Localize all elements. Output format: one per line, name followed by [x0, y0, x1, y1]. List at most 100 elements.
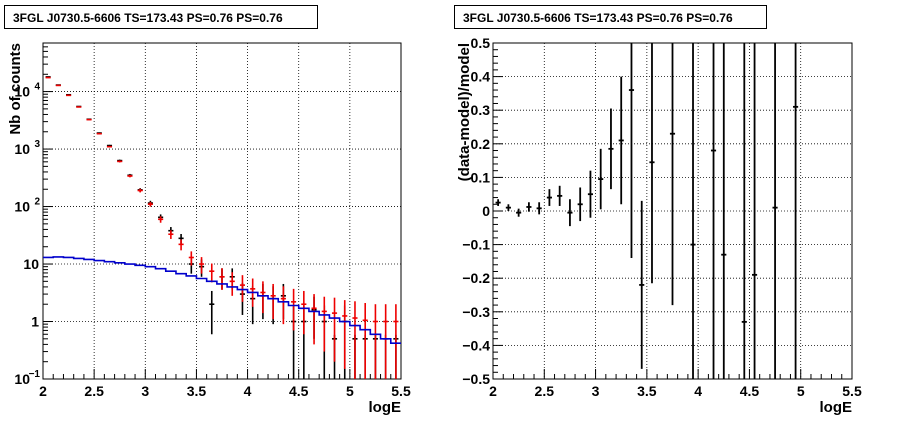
y-tick-label: 1: [31, 314, 39, 330]
model-point: [260, 281, 266, 314]
y-tick-label: 0.2: [471, 136, 491, 152]
chart-title-right: 3FGL J0730.5-6606 TS=173.43 PS=0.76 PS=0…: [454, 5, 767, 29]
model-point: [321, 296, 327, 352]
residual-point: [710, 43, 717, 379]
residual-point: [639, 200, 645, 369]
y-tick-label: −0.4: [462, 337, 490, 353]
model-point: [178, 239, 184, 251]
model-point: [209, 263, 215, 283]
model-point: [342, 300, 348, 369]
y-tick-label: 0.4: [471, 69, 491, 85]
y-tick-label: 10: [23, 256, 39, 272]
x-tick-label: 2: [489, 383, 497, 399]
model-point: [352, 301, 358, 379]
x-tick-label: 5: [346, 383, 354, 399]
residual-point: [690, 43, 696, 379]
y-tick-exponent: 2: [34, 197, 40, 208]
y-tick-label: −0.1: [462, 237, 490, 253]
model-point: [106, 145, 113, 148]
x-tick-label: 2.5: [535, 383, 555, 399]
x-tick-label: 4: [694, 383, 702, 399]
y-tick-exponent: 3: [34, 139, 40, 150]
y-tick-label: 0: [482, 203, 490, 219]
residual-point: [649, 43, 655, 284]
model-point: [383, 304, 389, 379]
x-tick-label: 5.5: [842, 383, 862, 399]
model-point: [198, 257, 205, 274]
model-point: [168, 230, 174, 239]
x-tick-label: 4: [244, 383, 252, 399]
model-point: [311, 294, 317, 345]
model-point: [188, 251, 194, 266]
x-tick-label: 3: [592, 383, 600, 399]
y-tick-label: 0.5: [471, 35, 491, 51]
data-point: [209, 290, 215, 335]
model-point: [270, 283, 276, 320]
model-point: [301, 290, 307, 335]
source-model-line: [43, 256, 401, 344]
residual-point: [793, 43, 799, 379]
residual-point: [618, 76, 624, 205]
y-tick-label: 10: [14, 199, 30, 215]
y-tick-label: 10: [14, 371, 30, 387]
x-tick-label: 5: [797, 383, 805, 399]
y-tick-label: 0.3: [471, 102, 491, 118]
y-tick-exponent: −1: [29, 369, 41, 380]
x-tick-label: 4.5: [740, 383, 760, 399]
residual-point: [741, 43, 747, 379]
y-tick-label: 10: [14, 84, 30, 100]
residual-point: [505, 204, 511, 211]
model-point: [147, 201, 153, 207]
x-tick-label: 3.5: [187, 383, 207, 399]
model-point: [219, 268, 225, 290]
model-point: [362, 302, 368, 379]
residual-point: [577, 187, 583, 222]
residual-point: [587, 170, 594, 218]
residual-point: [567, 199, 573, 227]
model-point: [158, 216, 164, 223]
residual-point: [772, 43, 778, 379]
y-tick-label: 10: [14, 141, 30, 157]
residual-point: [628, 43, 635, 259]
model-point: [372, 304, 378, 379]
model-point: [76, 106, 82, 108]
y-tick-label: 0.1: [471, 169, 491, 185]
y-tick-exponent: 4: [34, 82, 40, 93]
residual-point: [516, 208, 522, 217]
residual-point: [557, 185, 563, 206]
x-tick-label: 5.5: [391, 383, 411, 399]
model-point: [239, 275, 246, 302]
model-point: [280, 286, 286, 325]
y-tick-label: −0.3: [462, 304, 490, 320]
model-point: [137, 188, 143, 193]
residual-point: [526, 202, 532, 212]
model-point: [291, 288, 297, 331]
y-axis-title: (data-model)/model: [456, 43, 473, 181]
residual-point: [546, 189, 552, 206]
x-tick-label: 2: [39, 383, 47, 399]
x-axis-title: logE: [820, 399, 853, 416]
x-tick-label: 2.5: [84, 383, 104, 399]
model-point: [86, 118, 92, 121]
y-tick-label: −0.2: [462, 270, 490, 286]
model-point: [66, 94, 72, 97]
model-point: [331, 297, 338, 362]
x-tick-label: 3.5: [637, 383, 657, 399]
residual-point: [495, 199, 501, 206]
y-tick-label: −0.5: [462, 371, 490, 387]
plot-frame-left: [42, 42, 402, 380]
residual-point: [598, 148, 604, 210]
model-point: [229, 272, 235, 296]
model-point: [127, 174, 133, 178]
chart-title-left: 3FGL J0730.5-6606 TS=173.43 PS=0.76 PS=0…: [4, 5, 318, 29]
residual-point: [751, 43, 758, 379]
residual-point: [721, 43, 727, 379]
x-axis-title: logE: [369, 399, 402, 416]
model-point: [117, 160, 123, 163]
residual-point: [608, 108, 614, 190]
residual-point: [669, 43, 676, 306]
y-axis-title: Nb of counts: [7, 43, 24, 135]
x-tick-label: 4.5: [289, 383, 309, 399]
model-point: [96, 132, 102, 135]
